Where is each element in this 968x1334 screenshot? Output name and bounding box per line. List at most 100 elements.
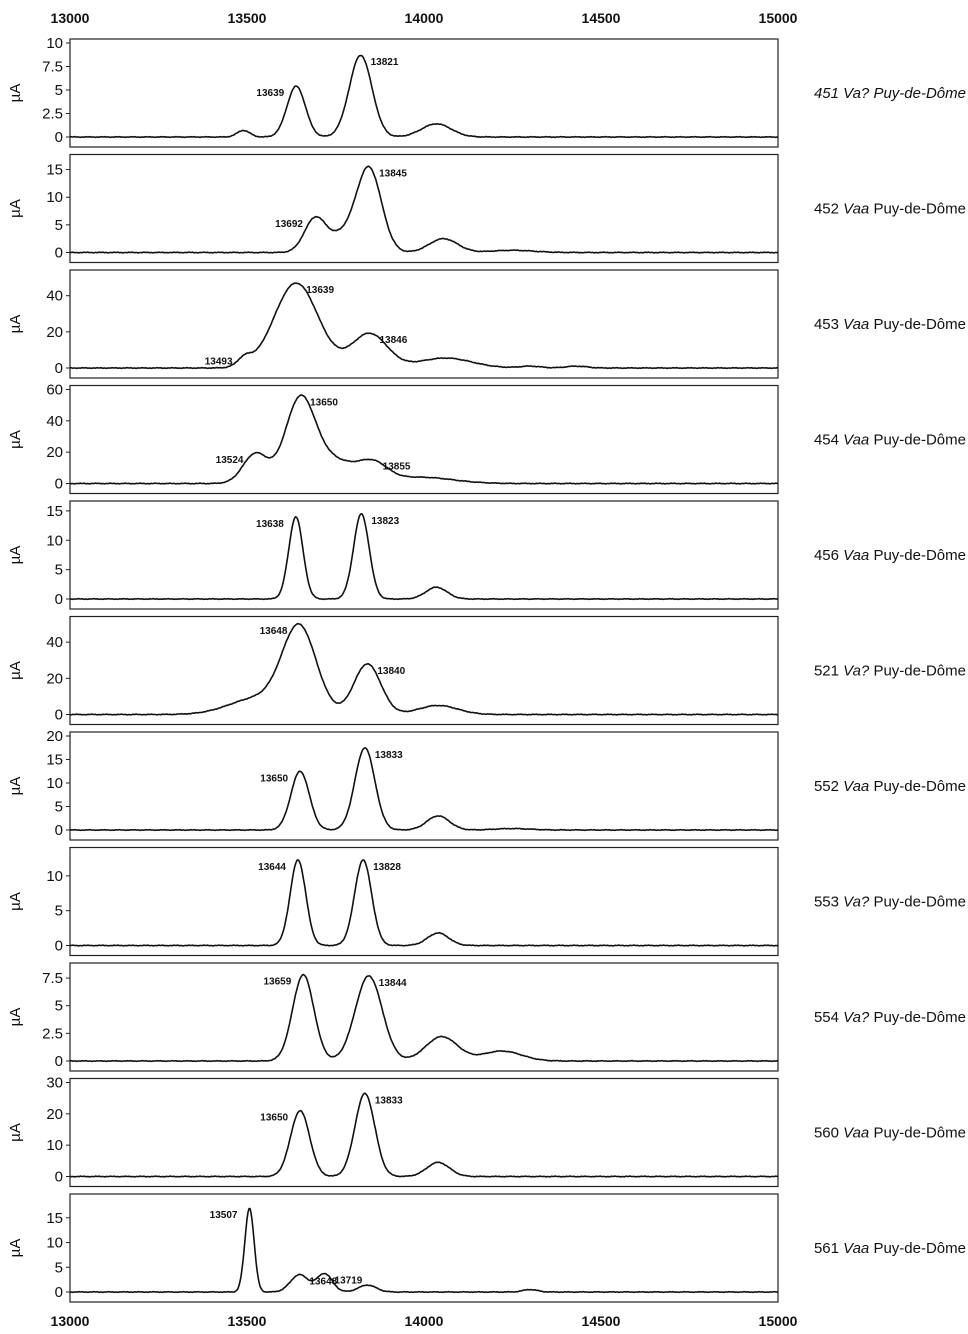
peak-label: 13845 — [379, 169, 407, 180]
y-tick-label: 0 — [55, 938, 63, 955]
sample-label: 453 Vaa Puy-de-Dôme — [814, 316, 966, 333]
y-tick-label: 2.5 — [42, 1025, 63, 1042]
y-tick-label: 10 — [46, 1137, 63, 1154]
region-name: Puy-de-Dôme — [873, 663, 966, 680]
x-tick-label-bottom: 14000 — [405, 1313, 444, 1329]
y-tick-label: 20 — [46, 1106, 63, 1123]
sample-id: 560 — [814, 1125, 839, 1142]
y-tick-label: 0 — [55, 1169, 63, 1186]
peak-label: 13659 — [263, 977, 291, 988]
y-tick-label: 5 — [55, 903, 63, 920]
panel-frame — [69, 1193, 779, 1303]
spectrum-trace — [69, 747, 779, 832]
y-tick-label: 2.5 — [42, 106, 63, 123]
x-tick-label-top: 14000 — [405, 10, 444, 26]
x-tick-label-bottom: 15000 — [759, 1313, 798, 1329]
spectrum-panel-554: 0 2.5 5 7.5 µA 13659 13844 554 Va? Puy-de-Dôme — [7, 962, 966, 1072]
peak-label: 13833 — [375, 750, 403, 761]
peak-label: 13650 — [260, 773, 288, 784]
y-tick-label: 20 — [46, 324, 63, 341]
spectrum-panel-553: 0 5 10 µA 13644 13828 553 Va? Puy-de-Dôme — [7, 846, 966, 957]
y-tick-label: 40 — [46, 288, 63, 305]
sample-label: 552 Vaa Puy-de-Dôme — [814, 778, 966, 795]
y-axis-label: µA — [7, 315, 24, 334]
y-axis-label: µA — [7, 777, 24, 796]
sample-id: 451 — [814, 85, 839, 102]
sample-label: 452 Vaa Puy-de-Dôme — [814, 201, 966, 218]
panel-frame — [69, 615, 779, 726]
sample-id: 553 — [814, 894, 839, 911]
y-tick-label: 0 — [55, 591, 63, 608]
y-axis-label: µA — [7, 1239, 24, 1258]
peak-label: 13692 — [275, 219, 303, 230]
y-tick-label: 0 — [55, 245, 63, 262]
y-tick-label: 0 — [55, 476, 63, 493]
sample-id: 453 — [814, 316, 839, 333]
y-axis-label: µA — [7, 199, 24, 218]
taxon-name: Va? — [843, 85, 870, 102]
y-tick-label: 5 — [55, 562, 63, 579]
panel-frame — [69, 153, 779, 264]
peak-label: 13524 — [216, 455, 244, 466]
sample-label: 451 Va? Puy-de-Dôme — [814, 85, 966, 102]
sample-id: 454 — [814, 432, 839, 449]
peak-label: 13828 — [373, 862, 401, 873]
sample-label: 521 Va? Puy-de-Dôme — [814, 663, 966, 680]
sample-label: 553 Va? Puy-de-Dôme — [814, 894, 966, 911]
panel-frame — [69, 731, 779, 841]
y-tick-label: 40 — [46, 634, 63, 651]
y-tick-label: 20 — [46, 670, 63, 687]
spectrum-trace — [69, 973, 779, 1063]
y-tick-label: 60 — [46, 382, 63, 399]
taxon-name: Vaa — [843, 778, 869, 795]
spectrum-trace — [69, 1092, 779, 1178]
region-name: Puy-de-Dôme — [873, 1240, 966, 1257]
peak-label: 13840 — [377, 666, 405, 677]
region-name: Puy-de-Dôme — [873, 85, 966, 102]
taxon-name: Va? — [843, 663, 870, 680]
spectrum-trace — [69, 1207, 779, 1294]
spectrum-panel-454: 0 20 40 60 µA 13524 13650 13855 454 Vaa Puy-de-D… — [7, 382, 966, 495]
peak-label: 13650 — [310, 397, 338, 408]
y-tick-label: 7.5 — [42, 59, 63, 76]
peak-label: 13855 — [383, 462, 411, 473]
region-name: Puy-de-Dôme — [873, 316, 966, 333]
peak-label: 13823 — [371, 516, 399, 527]
y-tick-label: 10 — [46, 1235, 63, 1252]
y-axis-label: µA — [7, 84, 24, 103]
sample-id: 552 — [814, 778, 839, 795]
peak-label: 13648 — [309, 1277, 337, 1288]
spectrum-trace — [69, 513, 778, 601]
spectrum-trace — [69, 859, 778, 947]
spectrum-panel-560: 0 10 20 30 µA 13650 13833 560 Vaa Puy-de-Dôme — [7, 1075, 966, 1188]
y-tick-label: 10 — [46, 868, 63, 885]
y-tick-label: 0 — [55, 707, 63, 724]
y-tick-label: 15 — [46, 1210, 63, 1227]
y-tick-label: 20 — [46, 728, 63, 745]
sample-label: 454 Vaa Puy-de-Dôme — [814, 432, 966, 449]
region-name: Puy-de-Dôme — [873, 547, 966, 564]
panel-frame — [69, 384, 779, 495]
peak-label: 13493 — [205, 357, 233, 368]
spectrum-trace — [69, 165, 779, 254]
sample-label: 561 Vaa Puy-de-Dôme — [814, 1240, 966, 1257]
y-tick-label: 0 — [55, 129, 63, 146]
taxon-name: Vaa — [843, 1125, 869, 1142]
taxon-name: Vaa — [843, 1240, 869, 1257]
spectrum-trace — [69, 394, 779, 485]
y-tick-label: 7.5 — [42, 970, 63, 987]
peak-label: 13639 — [306, 285, 334, 296]
y-tick-label: 0 — [55, 1284, 63, 1301]
taxon-name: Vaa — [843, 547, 869, 564]
y-tick-label: 5 — [55, 998, 63, 1015]
y-tick-label: 10 — [46, 775, 63, 792]
peak-label: 13846 — [379, 335, 407, 346]
region-name: Puy-de-Dôme — [873, 894, 966, 911]
spectrum-panel-552: 0 5 10 15 20 µA 13650 13833 552 Vaa Puy-de-Dôme — [7, 728, 966, 841]
spectrum-panel-456: 0 5 10 15 µA 13638 13823 456 Vaa Puy-de-Dôme — [7, 500, 966, 610]
taxon-name: Vaa — [843, 316, 869, 333]
taxon-name: Va? — [843, 1009, 870, 1026]
x-tick-label-top: 13500 — [228, 10, 267, 26]
y-tick-label: 40 — [46, 413, 63, 430]
